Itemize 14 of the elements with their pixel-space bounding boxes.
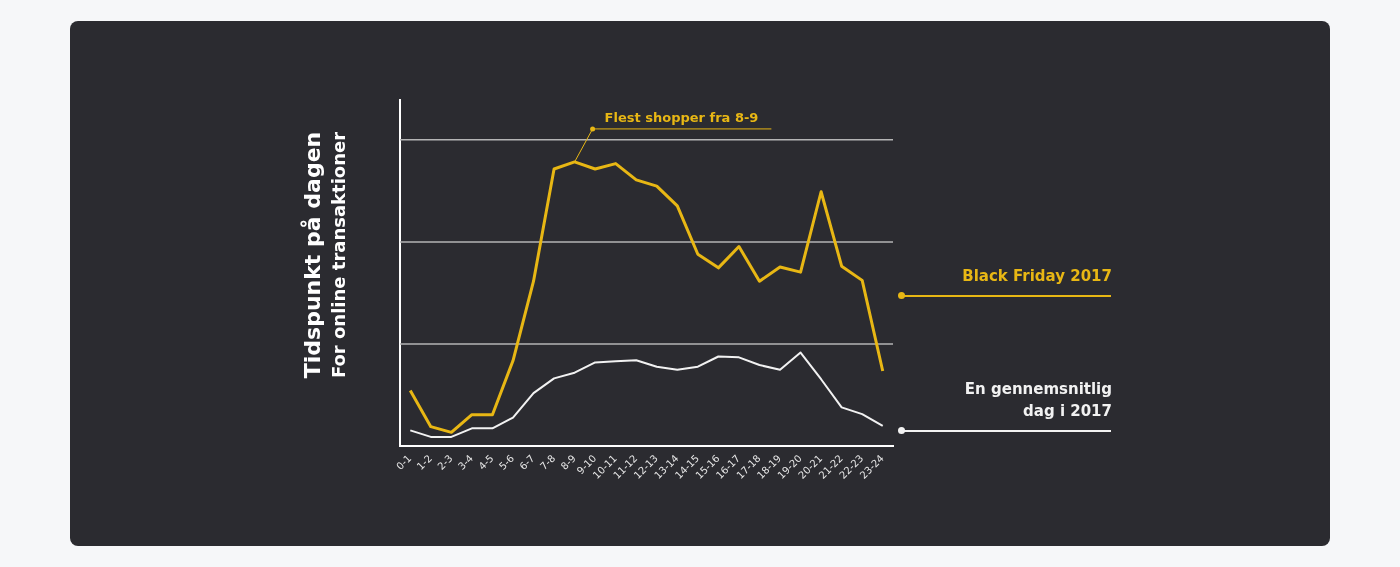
x-tick-label: 1-2 [414, 452, 435, 473]
text: Tidspunkt på dagen [299, 131, 326, 379]
x-tick-label: 8-9 [558, 452, 578, 473]
text: Black Friday 2017 [961, 266, 1112, 287]
text: En gennemsnitlig dag i 2017 [963, 379, 1112, 422]
x-tick-label: 0-1 [394, 452, 414, 473]
text: For online transaktioner [327, 131, 350, 379]
annotation: Flest shopper fra 8-9 [604, 109, 759, 125]
x-tick-label: 6-7 [517, 452, 537, 473]
x-tick-label: 3-4 [455, 452, 476, 473]
x-tick-label: 5-6 [496, 452, 517, 473]
x-tick-label: 2-3 [435, 452, 455, 473]
x-tick-label: 7-8 [537, 452, 558, 473]
x-tick-label: 4-5 [476, 452, 496, 473]
